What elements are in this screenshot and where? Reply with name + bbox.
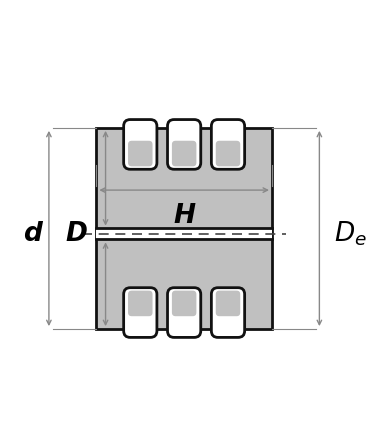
FancyBboxPatch shape: [168, 120, 201, 169]
FancyBboxPatch shape: [128, 141, 153, 166]
FancyBboxPatch shape: [168, 288, 201, 338]
Bar: [96, 128, 272, 329]
Text: D: D: [65, 221, 87, 247]
Text: H: H: [173, 203, 195, 229]
FancyBboxPatch shape: [172, 141, 196, 166]
FancyBboxPatch shape: [216, 141, 240, 166]
FancyBboxPatch shape: [128, 291, 153, 316]
FancyBboxPatch shape: [211, 120, 244, 169]
Text: $\mathit{D_e}$: $\mathit{D_e}$: [334, 220, 367, 248]
Text: d: d: [23, 221, 42, 247]
FancyBboxPatch shape: [172, 291, 196, 316]
FancyBboxPatch shape: [216, 291, 240, 316]
FancyBboxPatch shape: [124, 288, 157, 338]
FancyBboxPatch shape: [211, 288, 244, 338]
FancyBboxPatch shape: [124, 120, 157, 169]
Bar: [96, 228, 272, 240]
